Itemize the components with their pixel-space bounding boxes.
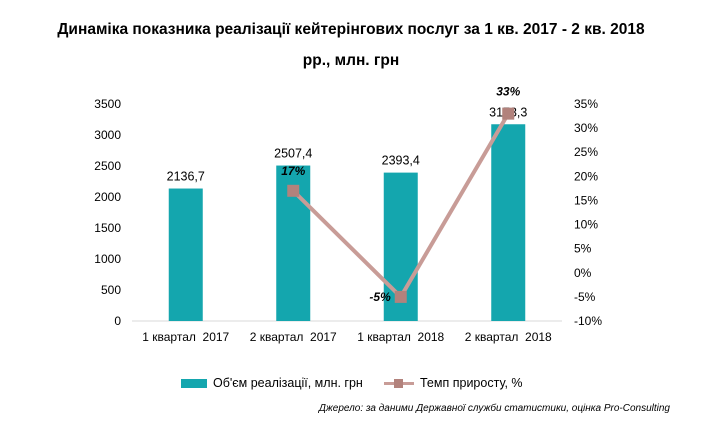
left-tick-label: 2500 — [94, 159, 121, 173]
source-note: Джерело: за даними Державної служби стат… — [318, 403, 670, 414]
category-label: 1 квартал 2017 — [142, 330, 229, 344]
left-tick-label: 0 — [114, 314, 121, 328]
right-tick-label: 0% — [574, 266, 592, 280]
legend-line-label: Темп приросту, % — [420, 376, 523, 390]
right-tick-label: -5% — [574, 290, 596, 304]
right-tick-label: 5% — [574, 242, 592, 256]
title-line-2: рр., млн. грн — [302, 52, 400, 69]
title-line-1: Динаміка показника реалізації кейтерінго… — [57, 21, 645, 38]
right-tick-label: 30% — [574, 121, 598, 135]
bar-value-label: 2136,7 — [167, 170, 205, 184]
bar-value-label: 2393,4 — [382, 154, 420, 168]
left-tick-label: 2000 — [94, 190, 121, 204]
right-axis: -10% -5% 0% 5% 10% 15% 20% 25% 30% 35% — [574, 97, 602, 328]
right-tick-label: 20% — [574, 169, 598, 183]
left-tick-label: 500 — [101, 283, 121, 297]
category-label: 2 квартал 2018 — [465, 330, 552, 344]
category-labels: 1 квартал 2017 2 квартал 2017 1 квартал 20… — [142, 330, 552, 344]
category-label: 1 квартал 2018 — [357, 330, 444, 344]
left-tick-label: 3000 — [94, 128, 121, 142]
bar — [491, 124, 526, 321]
growth-value-label: 17% — [281, 164, 305, 178]
right-tick-label: 15% — [574, 193, 598, 207]
legend-item-bars: Об'єм реалізації, млн. грн — [181, 376, 363, 390]
left-tick-label: 1000 — [94, 252, 121, 266]
growth-marker — [502, 107, 515, 120]
growth-marker — [287, 184, 300, 197]
left-tick-label: 3500 — [94, 97, 121, 111]
chart-title: Динаміка показника реалізації кейтерінго… — [0, 14, 702, 76]
left-axis: 0 500 1000 1500 2000 2500 3000 3500 — [94, 97, 121, 328]
growth-value-labels: 17% -5% 33% — [281, 85, 520, 304]
bar-value-label: 2507,4 — [274, 147, 312, 161]
growth-value-label: -5% — [369, 290, 391, 304]
right-tick-label: 25% — [574, 145, 598, 159]
legend-item-line: Темп приросту, % — [384, 376, 523, 390]
legend-bars-label: Об'єм реалізації, млн. грн — [213, 376, 363, 390]
bar-series — [168, 124, 526, 321]
growth-marker — [394, 290, 407, 303]
bar — [168, 188, 203, 321]
right-tick-label: 35% — [574, 97, 598, 111]
left-tick-label: 1500 — [94, 221, 121, 235]
growth-value-label: 33% — [496, 85, 520, 99]
legend-line-swatch — [384, 378, 414, 388]
right-tick-label: -10% — [574, 314, 602, 328]
right-tick-label: 10% — [574, 218, 598, 232]
growth-line-series — [287, 107, 515, 303]
category-label: 2 квартал 2017 — [250, 330, 337, 344]
legend-bar-swatch — [181, 378, 207, 388]
